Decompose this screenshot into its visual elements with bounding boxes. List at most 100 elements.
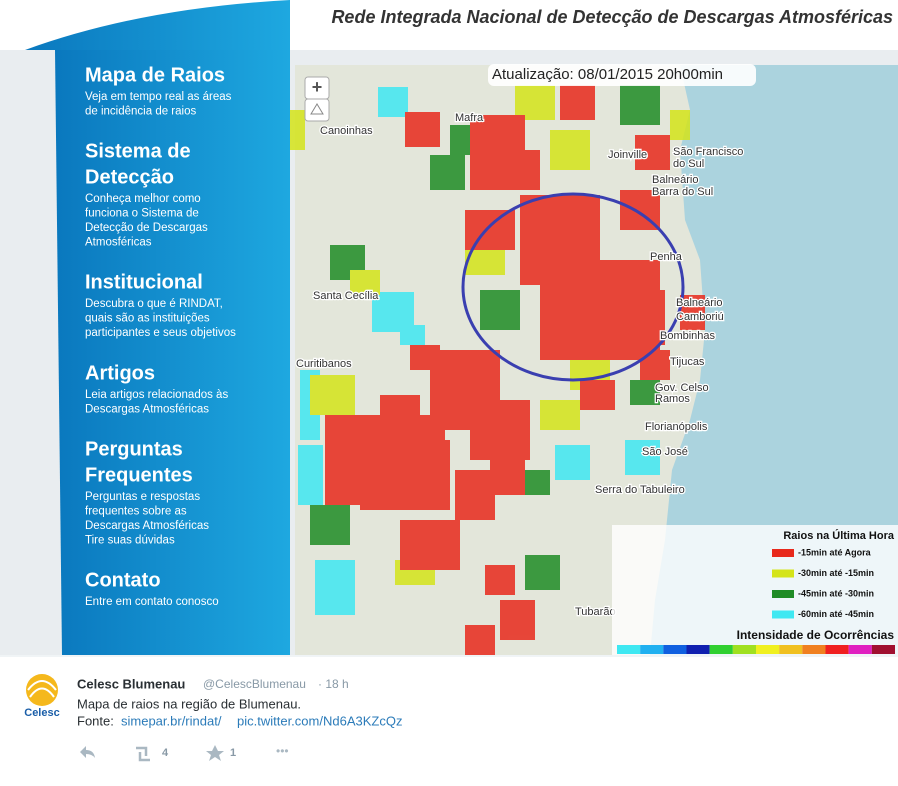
menu-title[interactable]: Sistema de xyxy=(85,140,191,162)
menu-description: participantes e seus objetivos xyxy=(85,327,236,339)
lightning-cell xyxy=(410,345,440,370)
place-label: Joinville xyxy=(608,149,647,161)
place-label: São Francisco xyxy=(673,146,743,158)
zoom-in-label[interactable]: + xyxy=(312,77,323,97)
menu-description: Conheça melhor como xyxy=(85,193,201,205)
lightning-cell xyxy=(485,565,515,595)
intensity-swatch xyxy=(709,645,733,654)
zoom-out[interactable] xyxy=(304,98,330,122)
lightning-cell xyxy=(380,395,420,430)
lightning-cell xyxy=(580,380,615,410)
legend-swatch xyxy=(772,549,794,557)
more-icon[interactable]: ••• xyxy=(276,744,289,758)
tweet-link[interactable]: pic.twitter.com/Nd6A3KZcQz xyxy=(237,713,402,728)
place-label: Bombinhas xyxy=(660,330,716,342)
menu-description: funciona o Sistema de xyxy=(85,208,199,220)
lightning-cell xyxy=(430,370,470,400)
lightning-cell xyxy=(470,400,530,460)
ocean xyxy=(650,65,898,655)
lightning-cell xyxy=(560,85,595,120)
place-label: Santa Cecília xyxy=(313,290,379,302)
tweet-time[interactable]: · 18 h xyxy=(318,677,349,691)
place-label: Gov. Celso xyxy=(655,382,709,394)
lightning-cell xyxy=(350,270,380,295)
retweet-icon[interactable] xyxy=(136,746,150,762)
lightning-cell xyxy=(670,110,690,140)
lightning-cell xyxy=(310,505,350,545)
tweet-author[interactable]: Celesc Blumenau xyxy=(77,676,185,691)
lightning-cells xyxy=(290,85,705,655)
lightning-cell xyxy=(310,375,355,415)
menu-title[interactable]: Detecção xyxy=(85,166,174,188)
zoom-out-icon xyxy=(310,103,324,115)
menu-title[interactable]: Institucional xyxy=(85,271,203,293)
intensity-title: Intensidade de Ocorrências xyxy=(737,628,895,642)
menu-description: Descargas Atmosféricas xyxy=(85,404,209,416)
place-label: Curitibanos xyxy=(296,358,352,370)
legend-swatch xyxy=(772,610,794,619)
intensity-swatch xyxy=(732,645,756,654)
menu-description: Detecção de Descargas xyxy=(85,222,208,234)
place-label: Ramos xyxy=(655,393,690,405)
lightning-cell xyxy=(600,290,665,345)
intensity-swatch xyxy=(663,645,687,654)
lightning-cell xyxy=(620,85,660,125)
lightning-cell xyxy=(290,110,305,150)
intensity-swatch xyxy=(848,645,872,654)
menu-description: Tire suas dúvidas xyxy=(85,535,175,547)
place-label: Balneário xyxy=(676,297,722,309)
intensity-swatch xyxy=(802,645,826,654)
place-label: São José xyxy=(642,446,688,458)
menu-title[interactable]: Frequentes xyxy=(85,464,193,486)
legend-label: -60min até -45min xyxy=(798,609,874,619)
place-label: Tijucas xyxy=(670,356,705,368)
lightning-cell xyxy=(378,87,408,117)
tweet-handle[interactable]: @CelescBlumenau xyxy=(203,677,306,691)
lightning-cell xyxy=(515,85,555,120)
menu-title[interactable]: Perguntas xyxy=(85,438,183,460)
reply-icon[interactable] xyxy=(80,746,95,758)
menu-description: quais são as instituições xyxy=(85,313,210,325)
update-box xyxy=(488,64,756,86)
header-title: Rede Integrada Nacional de Detecção de D… xyxy=(331,7,893,27)
logo-swoosh xyxy=(25,0,290,50)
lightning-cell xyxy=(400,325,425,345)
lightning-cell xyxy=(500,600,535,640)
tweet-source: Fonte: xyxy=(77,713,114,728)
menu-description: Entre em contato conosco xyxy=(85,596,219,608)
lightning-cell xyxy=(680,295,705,330)
legend-label: -45min até -30min xyxy=(798,588,874,598)
menu-description: Descargas Atmosféricas xyxy=(85,520,209,532)
place-label: Florianópolis xyxy=(645,421,708,433)
menu-title[interactable]: Contato xyxy=(85,569,161,591)
lightning-cell xyxy=(540,400,580,430)
place-label: Mafra xyxy=(455,112,484,124)
intensity-swatch xyxy=(617,645,641,654)
tweet-link[interactable]: simepar.br/rindat/ xyxy=(121,713,222,728)
favorite-count: 1 xyxy=(230,747,236,759)
intensity-swatch xyxy=(779,645,803,654)
lightning-cell xyxy=(640,350,670,380)
avatar-lines xyxy=(27,680,57,698)
avatar-text: Celesc xyxy=(24,707,59,719)
menu-description: frequentes sobre as xyxy=(85,506,187,518)
lightning-cell xyxy=(480,290,520,330)
menu-description: Perguntas e respostas xyxy=(85,491,200,503)
lightning-cell xyxy=(490,460,525,495)
lightning-cell xyxy=(500,150,540,190)
place-label: do Sul xyxy=(673,158,704,170)
favorite-icon[interactable] xyxy=(206,745,224,761)
legend-label: -30min até -15min xyxy=(798,568,874,578)
menu-title[interactable]: Mapa de Raios xyxy=(85,64,225,86)
update-time: Atualização: 08/01/2015 20h00min xyxy=(492,66,723,83)
lightning-cell xyxy=(315,560,355,615)
intensity-swatch xyxy=(640,645,664,654)
menu-title[interactable]: Artigos xyxy=(85,362,155,384)
lightning-cell xyxy=(465,210,515,250)
tweet-text: Mapa de raios na região de Blumenau. xyxy=(77,696,301,711)
intensity-swatch xyxy=(871,645,895,654)
place-label: Canoinhas xyxy=(320,125,373,137)
